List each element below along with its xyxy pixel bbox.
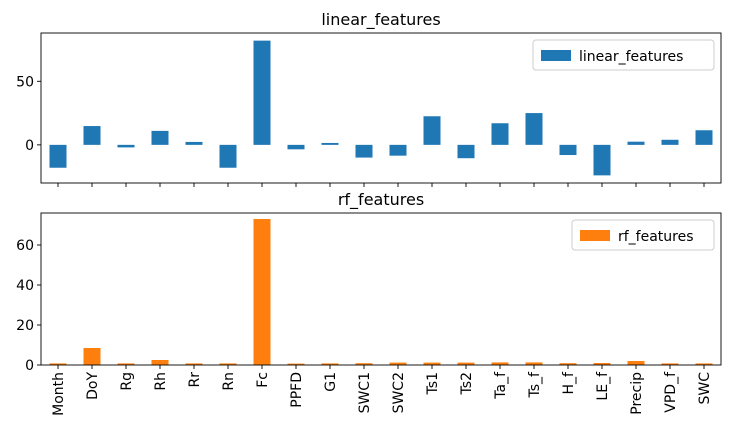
bar-Month: [49, 144, 67, 168]
bar-VPD_f: [661, 139, 679, 145]
bar-SWC2: [389, 144, 407, 156]
y-tick-label: 0: [25, 358, 34, 374]
bar-Rr: [185, 141, 203, 145]
bar-Precip: [627, 141, 645, 145]
chart-title: rf_features: [338, 190, 424, 210]
x-tick-label-Rn: Rn: [221, 372, 237, 391]
bar-Rh: [151, 360, 169, 365]
y-tick-label: 0: [25, 138, 34, 154]
bar-LE_f: [593, 144, 611, 176]
x-tick-label-H_f: H_f: [561, 371, 577, 395]
plot-frame: [40, 32, 722, 184]
bar-Rr: [185, 363, 203, 365]
bar-Rh: [151, 130, 169, 145]
x-tick-label-Fc: Fc: [255, 372, 271, 388]
legend-label: rf_features: [618, 229, 694, 245]
bar-Fc: [253, 40, 271, 145]
bar-Rg: [117, 144, 135, 148]
bar-Ta_f: [491, 123, 509, 145]
bar-Ts1: [423, 116, 441, 145]
x-tick-label-Rh: Rh: [153, 372, 169, 391]
bar-LE_f: [593, 363, 611, 365]
x-tick-label-Ts_f: Ts_f: [527, 371, 543, 399]
legend-label: linear_features: [579, 49, 683, 65]
x-tick-label-Rr: Rr: [187, 372, 203, 388]
bar-PPFD: [287, 144, 305, 150]
x-tick-label-Ta_f: Ta_f: [493, 371, 509, 400]
x-tick-label-Month: Month: [51, 372, 67, 416]
legend-box: [532, 39, 715, 71]
legend-swatch: [580, 230, 610, 241]
x-tick-label-SWC: SWC: [697, 372, 713, 405]
legend-box: [571, 219, 715, 251]
y-tick-label: 20: [16, 318, 34, 334]
bar-SWC: [695, 130, 713, 145]
chart-panel-1: 0 20 40 60 Month DoY Rg Rh Rr Rn Fc PPFD G1 SWC1 SWC2 T…: [16, 190, 722, 416]
x-tick-label-DoY: DoY: [85, 372, 101, 400]
bar-SWC1: [355, 144, 373, 158]
bar-Month: [49, 363, 67, 365]
bar-Ts2: [457, 144, 475, 159]
y-tick-label: 50: [16, 74, 34, 90]
x-tick-label-SWC2: SWC2: [391, 372, 407, 413]
bar-Ts_f: [525, 362, 543, 365]
bar-Rn: [219, 144, 237, 168]
chart-title: linear_features: [321, 10, 440, 30]
x-tick-label-SWC1: SWC1: [357, 372, 373, 413]
plot-frame: [40, 212, 722, 366]
bar-PPFD: [287, 363, 305, 365]
bar-Precip: [627, 361, 645, 365]
x-tick-label-PPFD: PPFD: [289, 372, 305, 408]
bar-Ts2: [457, 362, 475, 365]
x-tick-label-VPD_f: VPD_f: [663, 371, 679, 413]
bar-SWC2: [389, 362, 407, 365]
bar-SWC: [695, 363, 713, 365]
x-tick-label-Ts2: Ts2: [459, 372, 475, 395]
bar-G1: [321, 363, 339, 365]
bar-DoY: [83, 126, 101, 145]
bar-Rn: [219, 363, 237, 365]
bar-H_f: [559, 363, 577, 365]
bar-VPD_f: [661, 363, 679, 365]
bar-Ts1: [423, 362, 441, 365]
bar-Fc: [253, 219, 271, 365]
bar-Rg: [117, 363, 135, 365]
bar-SWC1: [355, 363, 373, 365]
x-tick-label-Rg: Rg: [119, 372, 135, 391]
x-tick-label-G1: G1: [323, 372, 339, 392]
chart-panel-0: 0 50 linear_features linear_features: [16, 10, 722, 187]
bar-G1: [321, 142, 339, 145]
bar-H_f: [559, 144, 577, 156]
x-tick-label-Ts1: Ts1: [425, 372, 441, 395]
y-tick-label: 40: [16, 278, 34, 294]
bar-Ts_f: [525, 113, 543, 145]
x-tick-label-Precip: Precip: [629, 372, 645, 415]
bar-DoY: [83, 348, 101, 365]
bar-Ta_f: [491, 362, 509, 365]
x-tick-label-LE_f: LE_f: [595, 371, 611, 401]
y-tick-label: 60: [16, 238, 34, 254]
legend-swatch: [541, 50, 571, 61]
